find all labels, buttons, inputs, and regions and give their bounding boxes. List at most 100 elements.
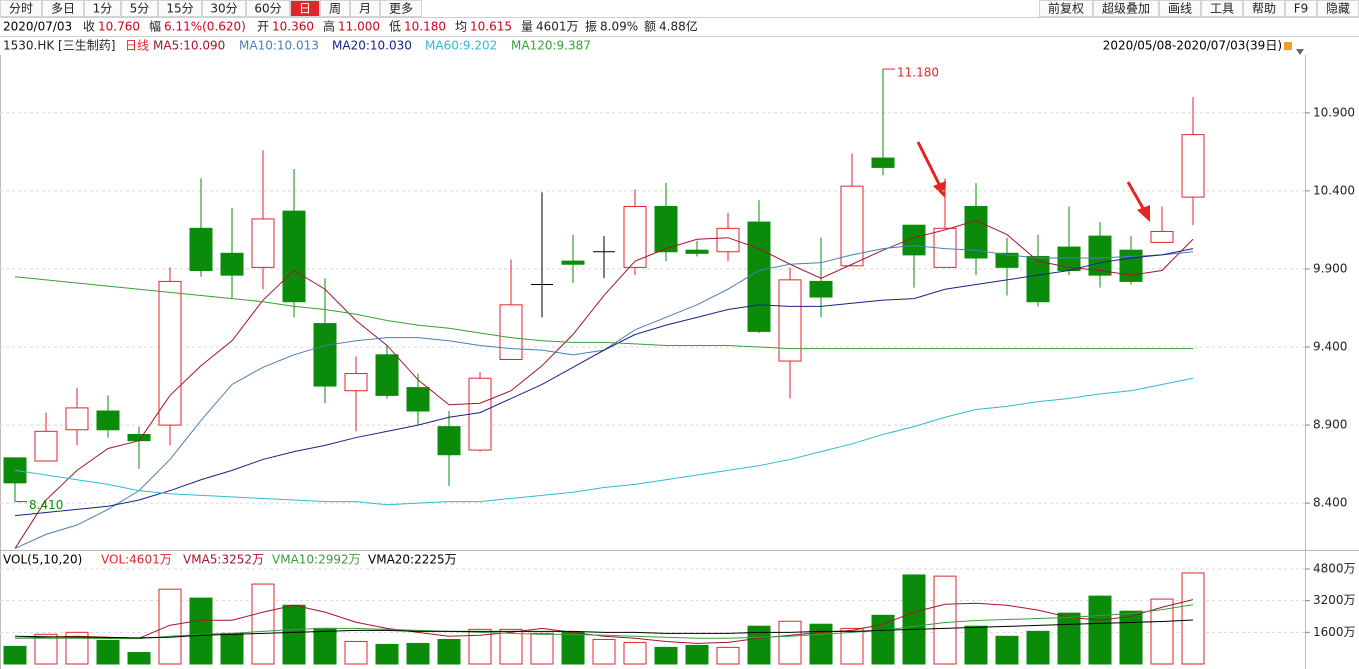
period-button[interactable] [0,0,42,17]
volume-bar [499,628,523,665]
period-button[interactable] [42,0,84,17]
tool-label[interactable]: 隐藏 [1326,2,1350,16]
tool-label[interactable]: 超级叠加 [1102,1,1150,16]
legend-entry: MA60:9.202 [425,39,497,53]
quote-value: 11.000 [338,20,380,34]
volume-bar [840,627,864,665]
volume-bar [654,646,678,665]
period-label[interactable]: 15分 [166,2,193,16]
tool-button[interactable] [1039,0,1093,17]
ma-line [14,377,1194,506]
tool-label[interactable]: 工具 [1210,2,1234,16]
volume-bar [406,642,430,665]
date-range: 2020/05/08-2020/07/03(39日) [1103,39,1282,53]
period-label[interactable]: 更多 [389,2,413,16]
y-tick-label: 10.400 [1313,183,1355,197]
volume-bar [127,652,151,665]
vol-title: VOL(5,10,20) [3,553,82,567]
period-button[interactable] [202,0,246,17]
candle-body [220,252,244,276]
period-label[interactable]: 月 [359,2,371,16]
volume-bar [964,625,988,665]
period-label[interactable]: 30分 [210,2,237,16]
volume-bar [1119,610,1143,665]
y-tick-label: 9.400 [1313,340,1347,354]
candle-body [1119,249,1143,282]
tool-button[interactable] [1093,0,1159,17]
period-button[interactable] [380,0,422,17]
period-button[interactable] [350,0,380,17]
candle-body [344,373,368,392]
volume-bar [1088,595,1112,665]
volume-bar [34,633,58,665]
candle-body [189,227,213,271]
quote-label: 高 [323,19,335,34]
volume-bar [375,643,399,665]
volume-bar [468,628,492,665]
annotation-label: 11.180 [897,66,939,80]
candle-body [65,407,89,431]
annotation-label: 8.410 [29,498,63,512]
candle-body [1088,235,1112,276]
quote-value: 10.615 [470,20,512,34]
y-tick-label: 8.400 [1313,496,1347,510]
lock-icon[interactable] [1284,42,1292,50]
period-label[interactable]: 60分 [254,2,281,16]
dropdown-icon[interactable] [1296,49,1304,55]
volume-bar [778,620,802,665]
volume-bar [530,632,554,665]
candle-body [313,323,337,387]
legend-entry: MA10:10.013 [239,39,319,53]
volume-bar [65,631,89,665]
period-button[interactable] [246,0,290,17]
candle-body [561,260,585,265]
period-label[interactable]: 分时 [9,2,33,16]
candle-body [623,205,647,268]
y-tick-label: 3200万 [1313,593,1356,607]
candle-body [34,430,58,462]
quote-value: 10.180 [404,20,446,34]
period-button[interactable] [320,0,350,17]
volume-bar [189,597,213,665]
candle-body [375,354,399,396]
period-button[interactable] [158,0,202,17]
candle-body [747,221,771,332]
volume-bar [809,623,833,665]
tool-label[interactable]: 帮助 [1252,2,1276,16]
red-arrow [1126,181,1146,211]
tool-button[interactable] [1159,0,1201,17]
period-button[interactable] [290,0,320,17]
candle-body [499,304,523,360]
period-button[interactable] [121,0,158,17]
tool-label[interactable]: F9 [1294,2,1309,16]
tool-label[interactable]: 画线 [1168,2,1192,16]
tool-label[interactable]: 前复权 [1048,1,1084,16]
candle-body [964,205,988,259]
period-button[interactable] [84,0,121,17]
candle-body [871,157,895,168]
candle-body [902,224,926,256]
tool-button[interactable] [1285,0,1317,17]
legend-entry: MA20:10.030 [332,39,412,53]
period-label[interactable]: 日 [299,2,311,16]
quote-label: 幅 [149,19,161,34]
y-tick-label: 10.900 [1313,105,1355,119]
volume-bar [716,646,740,665]
candle-body [282,210,306,303]
vma-line [15,604,1194,640]
candle-body [716,227,740,253]
period-label[interactable]: 周 [329,2,341,16]
period-label[interactable]: 1分 [93,2,113,16]
y-tick-label: 9.900 [1313,261,1347,275]
volume-bar [995,635,1019,665]
legend-entry: MA5:10.090 [153,39,225,53]
tool-button[interactable] [1201,0,1243,17]
tool-button[interactable] [1243,0,1285,17]
period-label[interactable]: 多日 [51,2,75,16]
y-tick-label: 1600万 [1313,625,1356,639]
vma-line [14,599,1194,644]
volume-bar [282,604,306,665]
period-label[interactable]: 5分 [130,2,150,16]
ma-line [14,276,1193,350]
red-arrow-head [933,181,946,198]
